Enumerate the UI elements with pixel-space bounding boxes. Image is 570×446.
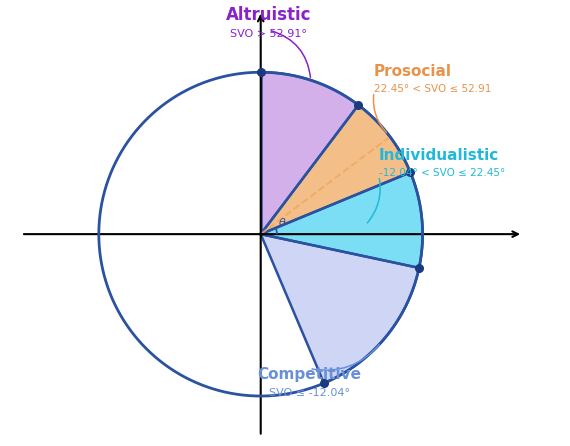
- Polygon shape: [260, 72, 359, 234]
- Text: SVO > 52.91°: SVO > 52.91°: [230, 29, 307, 38]
- Text: Altruistic: Altruistic: [226, 6, 312, 24]
- Polygon shape: [260, 105, 410, 234]
- Text: Competitive: Competitive: [257, 367, 361, 382]
- Polygon shape: [260, 234, 419, 383]
- Text: Prosocial: Prosocial: [374, 64, 452, 78]
- Text: SVO ≤ -12.04°: SVO ≤ -12.04°: [269, 388, 350, 398]
- Text: θ: θ: [278, 218, 285, 227]
- Text: Individualistic: Individualistic: [379, 148, 499, 163]
- Polygon shape: [260, 172, 422, 268]
- Text: -12.04° < SVO ≤ 22.45°: -12.04° < SVO ≤ 22.45°: [379, 168, 505, 178]
- Text: 22.45° < SVO ≤ 52.91: 22.45° < SVO ≤ 52.91: [374, 83, 491, 94]
